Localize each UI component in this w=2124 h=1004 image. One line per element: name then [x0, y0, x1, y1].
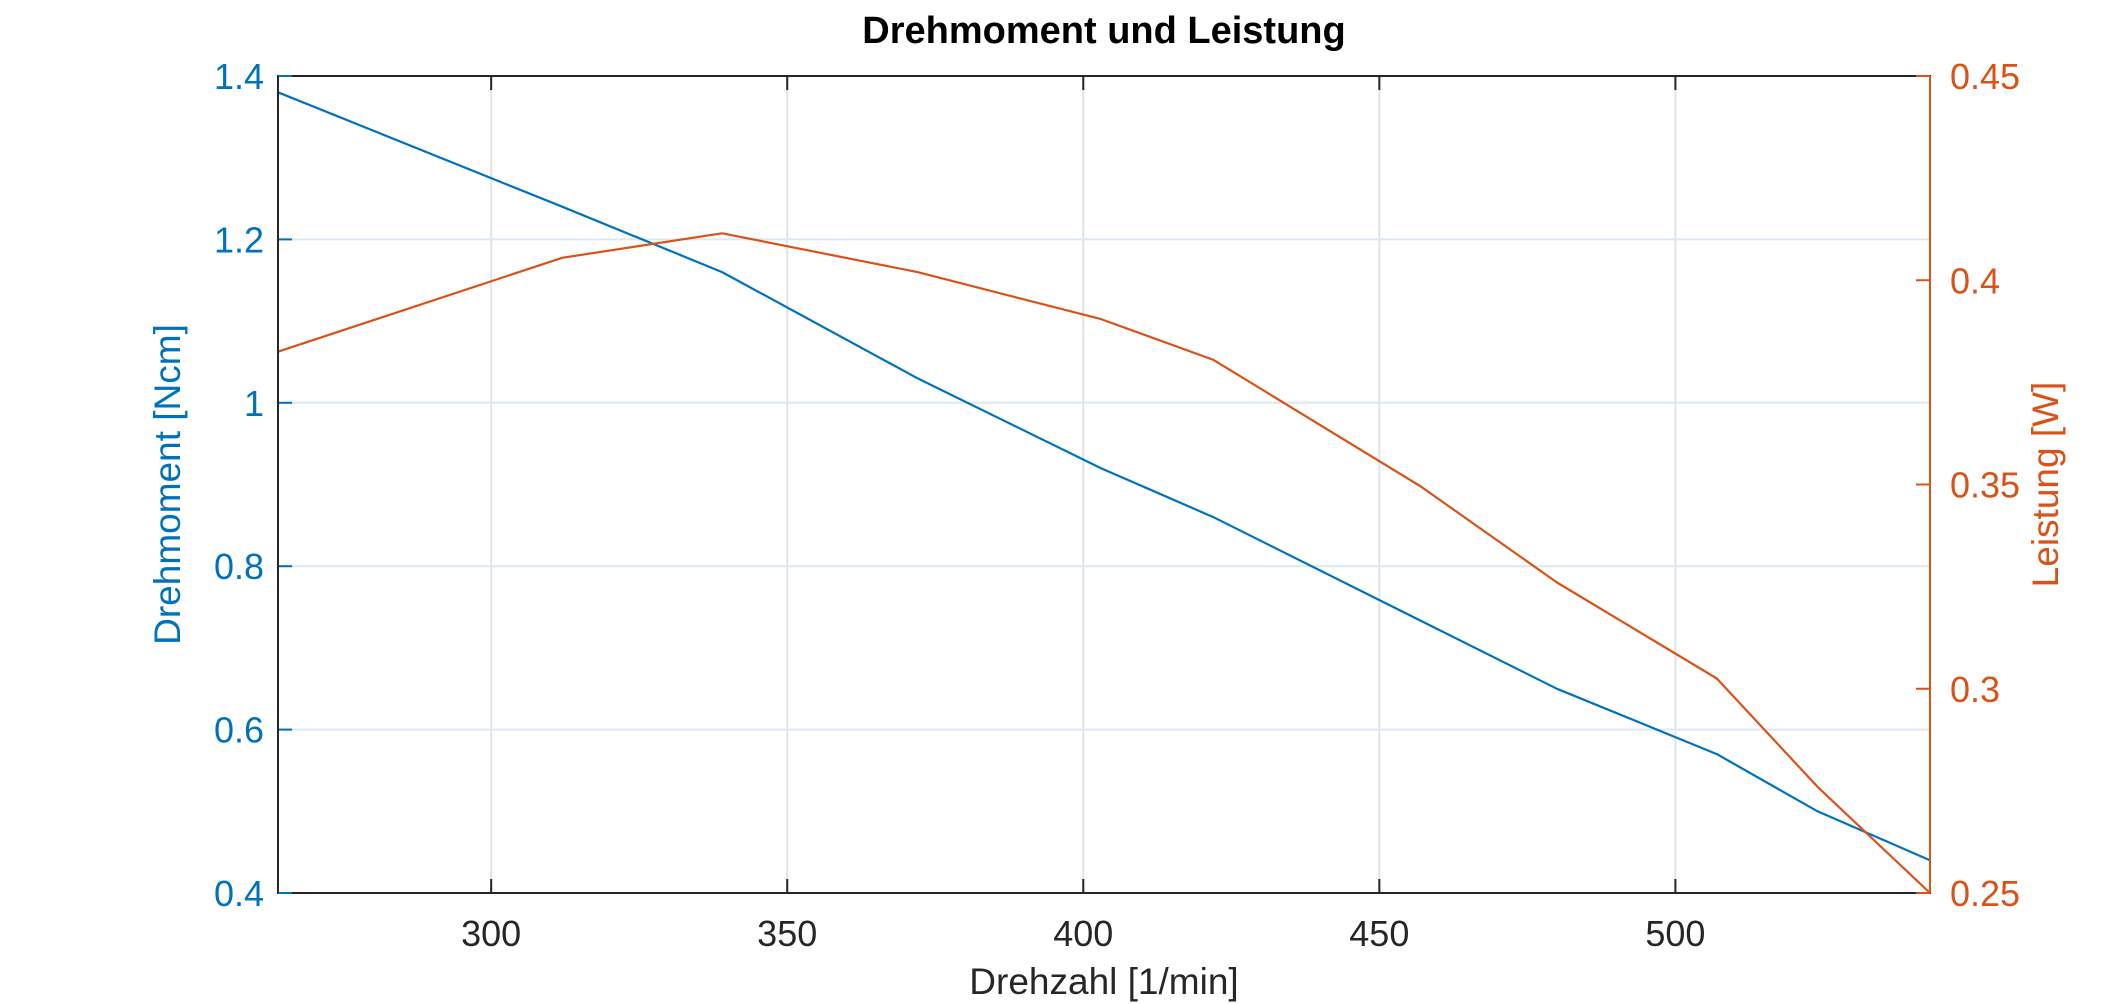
y-left-tick-label: 0.6 [214, 710, 264, 751]
x-axis-label: Drehzahl [1/min] [969, 961, 1238, 1002]
grid [278, 76, 1930, 893]
y-right-tick-label: 0.3 [1950, 669, 2000, 710]
x-tick-label: 450 [1349, 913, 1409, 954]
y-right-tick-label: 0.4 [1950, 260, 2000, 301]
y-right-tick-label: 0.25 [1950, 873, 2020, 914]
drehmoment-series-line [277, 91, 1931, 862]
x-tick-label: 400 [1053, 913, 1113, 954]
x-tick-label: 300 [461, 913, 521, 954]
series-layer [277, 91, 1931, 894]
y-right-tick-label: 0.35 [1950, 465, 2020, 506]
y-left-axis-label: Drehmoment [Ncm] [147, 324, 188, 645]
y-right-axis-label: Leistung [W] [2025, 382, 2066, 588]
y-right-tick-label: 0.45 [1950, 56, 2020, 97]
y-left-tick-label: 1.2 [214, 219, 264, 260]
y-left-tick-label: 0.8 [214, 546, 264, 587]
plot-frame [277, 75, 1931, 894]
chart-title: Drehmoment und Leistung [862, 10, 1345, 52]
leistung-series-line [277, 232, 1931, 894]
x-tick-label: 500 [1645, 913, 1705, 954]
x-tick-label: 350 [757, 913, 817, 954]
ticks: 300 350 400 450 500 0.4 0.6 0.8 1 1.2 1.4 0.25 0.3 0.… [214, 56, 2020, 954]
y-left-tick-label: 1 [244, 383, 264, 424]
y-left-tick-label: 1.4 [214, 56, 264, 97]
y-left-tick-label: 0.4 [214, 873, 264, 914]
